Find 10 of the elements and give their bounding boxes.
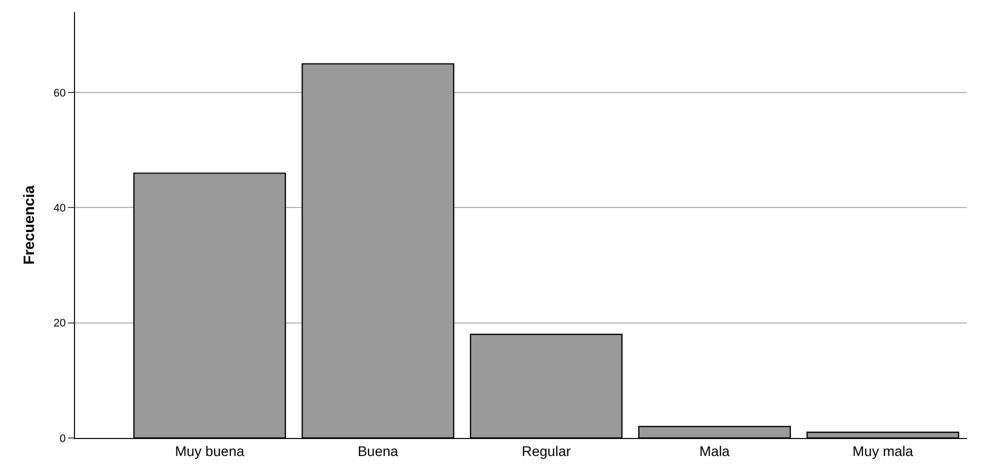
y-tick-label: 20 xyxy=(54,318,66,330)
x-tick-label: Buena xyxy=(358,442,398,459)
x-tick-label: Muy buena xyxy=(175,442,244,459)
y-tick-label: 60 xyxy=(54,87,66,100)
x-tick-label: Muy mala xyxy=(852,442,914,459)
x-tick-label: Mala xyxy=(699,442,730,459)
y-tick-label: 0 xyxy=(60,432,66,445)
y-axis-title: Frecuencia xyxy=(20,184,38,265)
x-tick-label: Regular xyxy=(522,442,572,459)
y-tick-label: 40 xyxy=(54,202,66,215)
